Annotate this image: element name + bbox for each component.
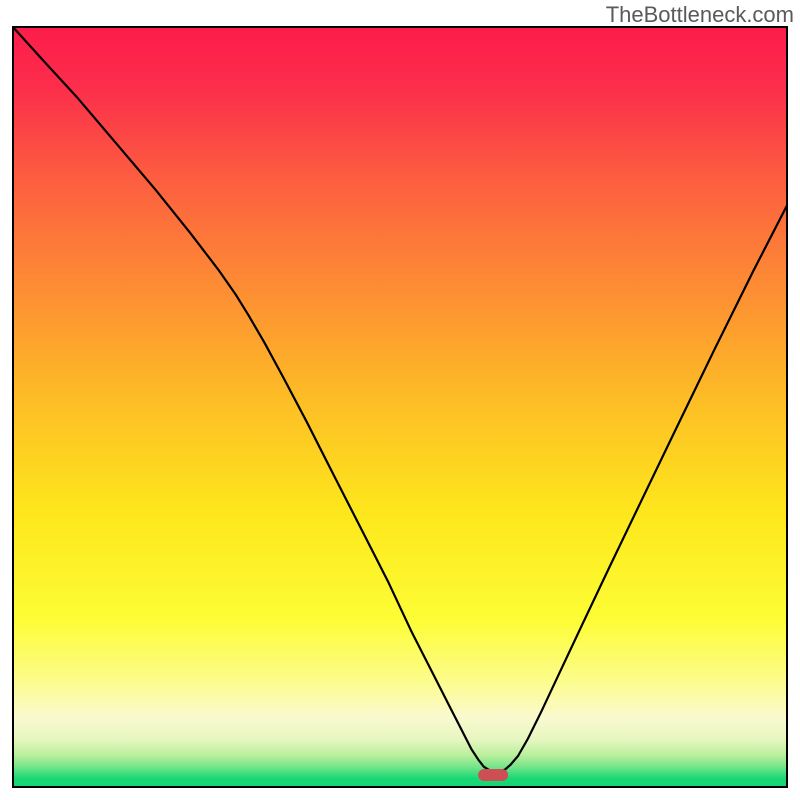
optimal-marker [478, 769, 508, 781]
chart-container [12, 26, 788, 788]
chart-svg [12, 26, 788, 788]
watermark-text: TheBottleneck.com [606, 2, 794, 28]
